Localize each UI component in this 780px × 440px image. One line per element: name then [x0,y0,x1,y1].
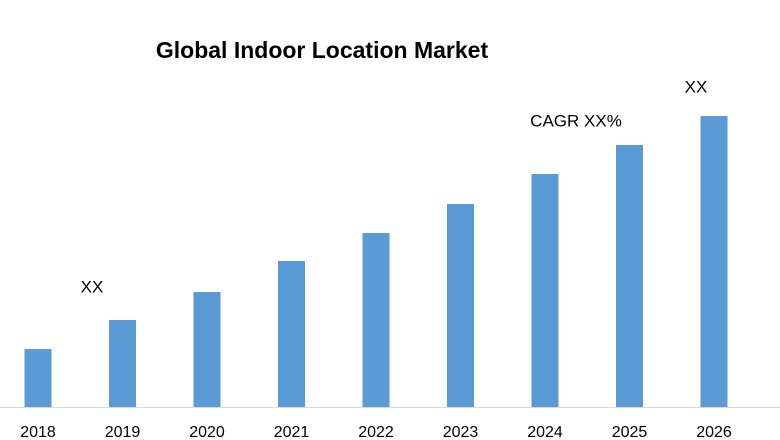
bar [278,261,305,407]
annotation: CAGR XX% [530,111,622,130]
x-tick-label: 2021 [274,424,310,440]
bar [700,116,728,407]
chart-title: Global Indoor Location Market [156,37,489,63]
x-tick-label: 2022 [358,424,394,440]
annotation: XX [81,277,104,296]
bar [616,145,643,407]
bar [531,174,559,407]
x-tick-label: 2020 [189,424,225,440]
x-tick-label: 2026 [696,424,732,440]
annotation: XX [685,77,708,96]
x-tick-label: 2024 [527,424,563,440]
bar [447,204,474,407]
bar [362,233,390,407]
x-tick-label: 2025 [612,424,648,440]
x-tick-label: 2018 [20,424,56,440]
bar [24,349,52,407]
x-tick-label: 2019 [105,424,141,440]
bar [193,292,221,407]
x-tick-label: 2023 [443,424,479,440]
bar [109,320,136,407]
